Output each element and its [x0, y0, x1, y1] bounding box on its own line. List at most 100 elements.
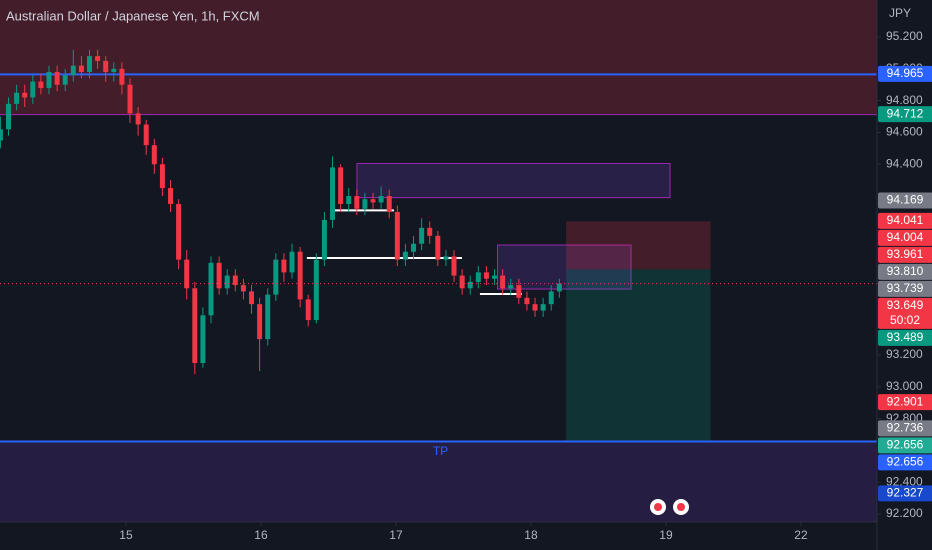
candle-body [313, 259, 319, 321]
candle-body [330, 167, 336, 220]
candle-body [103, 60, 109, 73]
plot: TP [0, 0, 877, 522]
candle-body [556, 283, 562, 292]
price-tag [878, 192, 932, 209]
candle-body [176, 203, 182, 260]
candle-body [524, 297, 530, 305]
x-tick-label: 17 [389, 528, 403, 542]
x-tick-label: 18 [524, 528, 538, 542]
candle-body [451, 256, 457, 276]
candle-body [483, 272, 489, 279]
price-tag [878, 246, 932, 263]
candle-body [208, 262, 214, 316]
price-tag [878, 329, 932, 346]
candle-body [548, 291, 554, 305]
candle-body [411, 243, 417, 252]
price-tag [878, 106, 932, 123]
candle-body [459, 275, 465, 289]
x-tick-label: 16 [254, 528, 268, 542]
candle-body [475, 272, 481, 282]
y-tick-label: 92.400 [886, 474, 923, 488]
candle-body [273, 259, 279, 295]
zone [0, 441, 877, 522]
candle-body [305, 299, 311, 321]
icon[interactable] [654, 503, 662, 511]
zone [496, 244, 632, 290]
y-tick-label: 94.800 [886, 93, 923, 107]
y-tick-label: 94.600 [886, 125, 923, 139]
candle-body [443, 256, 449, 260]
zone [566, 269, 711, 442]
candle-body [62, 75, 68, 85]
zone [356, 162, 671, 199]
price-tag-label: 92.327 [887, 486, 924, 500]
zone [566, 221, 711, 270]
candle-body [257, 304, 263, 340]
candle-body [119, 68, 125, 85]
candle-body [78, 65, 84, 73]
price-tag-label: 92.736 [887, 420, 924, 434]
y-tick-label: 95.200 [886, 29, 923, 43]
y-tick-label: 94.400 [886, 156, 923, 170]
candle-body [362, 199, 368, 209]
price-tag [878, 65, 932, 82]
price-tag-label: 93.739 [887, 281, 924, 295]
candle-body [127, 84, 133, 114]
countdown: 50:02 [890, 313, 920, 327]
candle-body [192, 288, 198, 363]
candle-body [467, 281, 473, 289]
price-tag-label: 94.004 [887, 230, 924, 244]
candle-body [70, 65, 76, 76]
candle-body [159, 164, 165, 189]
candle-body [508, 285, 514, 289]
icon[interactable] [677, 503, 685, 511]
candle-body [232, 275, 238, 286]
price-tag [878, 394, 932, 411]
candle-body [540, 304, 546, 311]
currency-label: JPY [889, 6, 911, 20]
candle-body [265, 294, 271, 340]
price-tag-label: 92.656 [887, 437, 924, 451]
price-tag [878, 212, 932, 229]
candle-body [338, 167, 344, 204]
candle-body [386, 196, 392, 212]
candle-body [46, 72, 52, 88]
price-tag [878, 263, 932, 280]
candle-body [370, 199, 376, 203]
candle-body [402, 251, 408, 260]
candle-body [297, 251, 303, 300]
candle-body [394, 211, 400, 260]
price-tag-label: 93.961 [887, 247, 924, 261]
price-tag-label: 94.169 [887, 193, 924, 207]
candle-body [224, 275, 230, 289]
candle-body [435, 235, 441, 260]
alert-icons[interactable] [650, 499, 689, 515]
price-tag [878, 280, 932, 297]
price-tag-label: 92.656 [887, 454, 924, 468]
price-tag-label: 94.965 [887, 66, 924, 80]
price-tag-label: 93.810 [887, 264, 924, 278]
price-tag [878, 454, 932, 471]
price-tag-label: 94.712 [887, 106, 924, 120]
candle-body [249, 291, 255, 305]
price-tag-label: 94.041 [887, 213, 924, 227]
candle-body [427, 227, 433, 236]
price-tag [878, 297, 932, 329]
y-tick-label: 92.200 [886, 506, 923, 520]
x-tick-label: 22 [794, 528, 808, 542]
candle-body [281, 259, 287, 273]
price-tag [878, 485, 932, 502]
candle-body [87, 56, 93, 73]
price-tag [878, 229, 932, 246]
candle-body [111, 68, 117, 73]
candle-body [216, 262, 222, 289]
candle-body [419, 227, 425, 244]
candle-body [516, 285, 522, 298]
candle-body [6, 103, 12, 130]
candle-body [143, 124, 149, 146]
x-tick-label: 15 [119, 528, 133, 542]
annotation: TP [433, 444, 448, 458]
candle-body [321, 219, 327, 260]
